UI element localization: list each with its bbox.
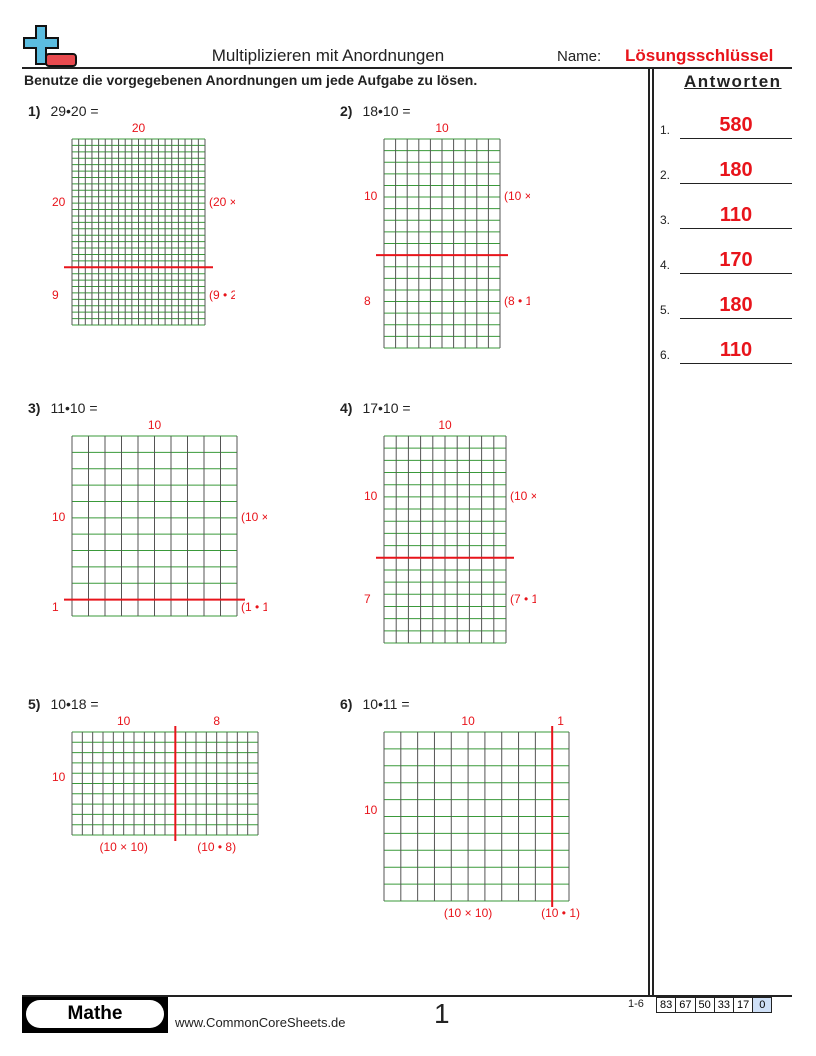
score-table: 83 67 50 33 17 0 [656,997,773,1013]
left-product-label: (10 × 10) [99,840,148,854]
problem-expression: 11•10 = [50,400,98,416]
score-cell: 50 [694,998,714,1012]
array-grid [64,138,213,326]
name-label: Name: [557,48,602,65]
score-cell: 83 [660,999,673,1011]
answer-line [680,318,792,319]
answer-value: 580 [719,114,753,136]
score-cell: 0 [752,998,772,1012]
answer-line [680,273,792,274]
answers-heading: Antworten [684,72,782,91]
problem-expression: 10•11 = [362,696,410,712]
problem-4: 4) 17•10 = [340,400,411,416]
lower-product-label: (8 • 10) [504,293,530,308]
upper-product-label: (10 × 10) [510,488,536,503]
problem-number: 3) [28,400,41,416]
answer-number: 1. [660,123,671,137]
score-cell: 17 [733,998,752,1012]
side-dimension-label: 10 [52,769,66,784]
problem-number: 1) [28,103,41,119]
upper-part-label: 10 [364,488,378,503]
lower-part-label: 1 [52,599,59,614]
problem-2: 2) 18•10 = [340,103,411,119]
answer-number: 3. [660,213,671,227]
instructions: Benutze die vorgegebenen Anordnungen um … [24,72,478,88]
lower-part-label: 9 [52,288,59,303]
column-divider [648,67,650,997]
upper-product-label: (10 × 10) [504,189,530,204]
right-product-label: (10 • 8) [197,840,237,854]
answer-value: 110 [719,339,753,361]
upper-part-label: 10 [52,509,66,524]
array-grid [383,726,570,907]
answer-line [680,183,792,184]
page-number: 1 [434,998,450,1029]
problem-number: 6) [340,696,353,712]
answer-number: 4. [660,258,671,272]
site-url[interactable]: www.CommonCoreSheets.de [175,1015,346,1030]
problem-1: 1) 29•20 = [28,103,99,119]
answer-line [680,228,792,229]
answer-number: 2. [660,168,671,182]
problem-number: 5) [28,696,41,712]
answer-value: 110 [719,204,753,226]
lower-product-label: (7 • 10) [510,592,536,607]
footer-divider [22,995,792,997]
top-dimension-label: 10 [435,121,449,135]
upper-product-label: (10 × 10) [241,509,267,524]
plus-minus-logo-icon [23,25,77,67]
problem-number: 2) [340,103,353,119]
problem-number: 4) [340,400,353,416]
right-part-label: 8 [213,714,220,728]
left-part-label: 10 [116,714,131,728]
problem-expression: 10•18 = [50,696,99,712]
answer-number: 5. [660,303,671,317]
top-dimension-label: 20 [131,121,146,135]
problem-expression: 17•10 = [362,400,411,416]
answer-line [680,138,792,139]
answer-value: 170 [719,249,753,271]
answer-value: 180 [719,159,753,181]
right-part-label: 1 [557,714,564,728]
score-range: 1-6 [628,998,644,1010]
brand-label: Mathe [26,1000,164,1028]
lower-part-label: 8 [364,293,371,308]
answer-value: 180 [719,294,753,316]
upper-part-label: 20 [52,195,66,210]
answer-line [680,363,792,364]
side-dimension-label: 10 [364,802,378,817]
name-value: Lösungsschlüssel [625,46,774,65]
answer-number: 6. [660,348,671,362]
problem-5: 5) 10•18 = [28,696,99,712]
lower-product-label: (9 • 20) [209,288,235,303]
array-grid [64,435,245,617]
problem-6: 6) 10•11 = [340,696,410,712]
top-dimension-label: 10 [147,418,162,432]
lower-product-label: (1 • 10) [241,599,267,614]
problem-expression: 18•10 = [362,103,411,119]
problem-3: 3) 11•10 = [28,400,98,416]
page-title: Multiplizieren mit Anordnungen [211,46,445,65]
score-cell: 67 [675,998,694,1012]
right-product-label: (10 • 1) [541,906,581,920]
upper-product-label: (20 × 20) [209,195,235,210]
score-cell: 33 [713,998,733,1012]
upper-part-label: 10 [364,189,378,204]
left-product-label: (10 × 10) [443,906,493,920]
column-divider [652,67,654,997]
top-dimension-label: 10 [438,418,452,432]
problem-expression: 29•20 = [50,103,99,119]
array-grid [376,138,508,349]
lower-part-label: 7 [364,592,371,607]
array-grid [71,726,259,841]
header-divider [22,67,792,69]
left-part-label: 10 [461,714,475,728]
array-grid [376,435,514,644]
